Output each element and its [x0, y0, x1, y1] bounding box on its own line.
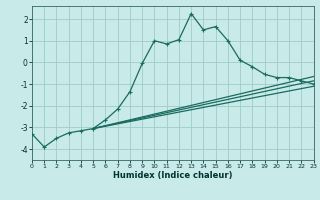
X-axis label: Humidex (Indice chaleur): Humidex (Indice chaleur): [113, 171, 233, 180]
